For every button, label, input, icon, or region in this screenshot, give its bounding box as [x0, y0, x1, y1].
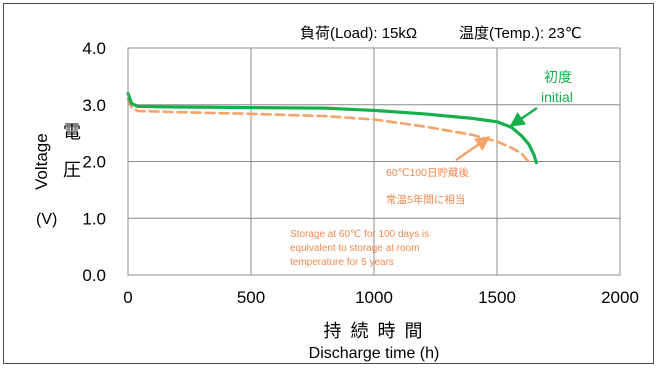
aged-note-en-2: equivalent to storage at room	[290, 243, 420, 254]
y-tick-label: 1.0	[82, 209, 106, 228]
series-aged-line	[126, 97, 532, 166]
y-axis-label-jp-2: 圧	[63, 160, 81, 180]
aged-note-en-1: Storage at 60℃ for 100 days is	[290, 229, 429, 240]
y-tick-label: 0.0	[82, 266, 106, 285]
temperature-condition: 温度(Temp.): 23℃	[459, 25, 582, 42]
y-axis-label-jp-1: 電	[63, 122, 81, 142]
aged-series-arrow	[455, 136, 491, 162]
x-tick-label: 1500	[478, 288, 516, 307]
y-tick-label: 4.0	[82, 39, 106, 58]
series-initial-label-en: initial	[541, 89, 573, 105]
x-tick-label: 500	[237, 288, 265, 307]
y-tick-label: 3.0	[82, 96, 106, 115]
x-tick-label: 0	[123, 288, 132, 307]
aged-note-en-3: temperature for 5 years	[290, 257, 394, 268]
x-tick-label: 1000	[355, 288, 393, 307]
x-axis-label-jp: 持 続 時 間	[323, 321, 424, 341]
series-initial-label-jp: 初度	[544, 69, 572, 85]
y-axis-label-en: Voltage	[32, 133, 51, 190]
x-axis-ticks: 0 500 1000 1500 2000	[123, 288, 639, 307]
y-axis-unit: (V)	[36, 211, 57, 228]
x-axis-label-en: Discharge time (h)	[309, 345, 440, 362]
x-tick-label: 2000	[601, 288, 639, 307]
plot-border	[127, 47, 621, 276]
series-layer	[126, 91, 538, 166]
aged-note-jp-2: 常温5年間に相当	[386, 193, 465, 206]
series-initial-line	[126, 91, 538, 165]
chart-frame	[3, 3, 654, 364]
y-axis-ticks: 0.0 1.0 2.0 3.0 4.0	[82, 39, 106, 285]
aged-note-jp-1: 60℃100日貯蔵後	[386, 166, 469, 179]
load-condition: 負荷(Load): 15kΩ	[300, 25, 417, 42]
series-initial-arrow	[509, 106, 538, 127]
y-tick-label: 2.0	[82, 153, 106, 172]
